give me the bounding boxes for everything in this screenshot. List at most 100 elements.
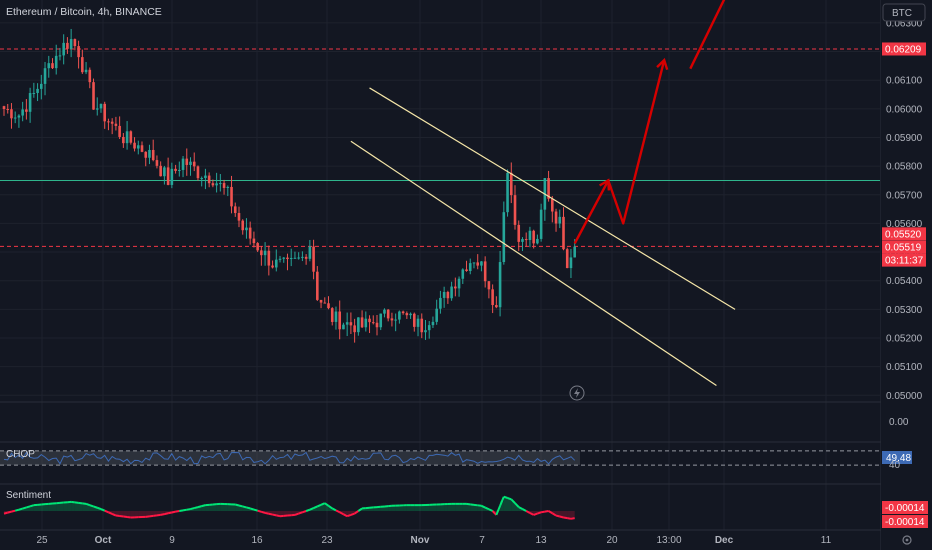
candle-body bbox=[263, 250, 267, 256]
candle bbox=[230, 175, 233, 214]
sentiment-fill bbox=[93, 507, 98, 511]
candle bbox=[304, 254, 308, 265]
candle bbox=[51, 58, 54, 70]
candle bbox=[32, 82, 36, 98]
candle bbox=[122, 133, 125, 148]
sentiment-line bbox=[104, 509, 109, 514]
candle bbox=[69, 28, 73, 58]
candle-body bbox=[69, 39, 73, 49]
candle bbox=[498, 250, 502, 317]
sentiment-fill bbox=[559, 511, 564, 518]
projection-arrows[interactable] bbox=[573, 0, 758, 245]
candle-body bbox=[371, 322, 375, 324]
candle-body bbox=[383, 309, 386, 314]
time-label: Dec bbox=[715, 535, 734, 546]
candle-body bbox=[17, 115, 21, 118]
candle-body bbox=[338, 311, 341, 330]
sentiment-line bbox=[22, 506, 27, 510]
sentiment-fill bbox=[59, 502, 64, 511]
candle-body bbox=[95, 108, 99, 110]
candle bbox=[222, 179, 226, 195]
candle bbox=[338, 300, 341, 340]
candle bbox=[252, 231, 256, 248]
candle bbox=[368, 315, 371, 334]
sentiment-line bbox=[268, 512, 273, 516]
candle-body bbox=[524, 239, 528, 241]
time-label: 11 bbox=[821, 535, 832, 546]
sentiment-line bbox=[272, 513, 277, 517]
sentiment-line bbox=[242, 505, 247, 509]
candle-body bbox=[58, 55, 62, 57]
sentiment-fill bbox=[473, 505, 478, 511]
candle-body bbox=[278, 258, 282, 260]
candle bbox=[297, 252, 300, 260]
candle bbox=[166, 157, 170, 186]
candle bbox=[174, 164, 177, 174]
sentiment-fill bbox=[567, 511, 571, 519]
candle-body bbox=[200, 178, 203, 180]
candle-body bbox=[21, 109, 24, 116]
candle bbox=[483, 256, 487, 288]
candle bbox=[371, 315, 375, 325]
sentiment-line bbox=[503, 495, 508, 499]
candle bbox=[386, 309, 390, 322]
sentiment-line bbox=[201, 504, 206, 508]
symbol-title[interactable]: Ethereum / Bitcoin, 4h, BINANCE bbox=[6, 6, 162, 18]
candle-body bbox=[10, 109, 13, 119]
channel-line bbox=[350, 140, 717, 387]
price-badge-label: 0.06209 bbox=[885, 44, 922, 55]
sentiment-fill bbox=[190, 508, 195, 511]
sentiment-line bbox=[540, 510, 546, 514]
sentiment-line bbox=[544, 510, 549, 513]
candle bbox=[81, 49, 84, 74]
candle bbox=[54, 44, 58, 75]
sentiment-line bbox=[182, 508, 187, 512]
candle-body bbox=[416, 318, 420, 327]
sentiment-fill bbox=[399, 505, 404, 511]
candle-body bbox=[92, 82, 95, 110]
candle bbox=[509, 162, 513, 204]
sentiment-fill bbox=[145, 511, 150, 517]
candle bbox=[446, 290, 450, 304]
time-label: 16 bbox=[251, 535, 263, 546]
sentiment-indicator bbox=[3, 495, 575, 520]
descending-channel[interactable] bbox=[350, 87, 736, 387]
sentiment-value-badge-2 bbox=[882, 515, 928, 528]
price-badge: 0.06209 bbox=[882, 42, 926, 56]
price-badge: 03:11:37 bbox=[882, 253, 926, 267]
candle-body bbox=[446, 291, 450, 299]
candle-body bbox=[513, 195, 517, 225]
candle-body bbox=[40, 83, 43, 89]
currency-button[interactable] bbox=[882, 3, 926, 22]
gear-icon[interactable] bbox=[902, 535, 912, 545]
sentiment-line bbox=[335, 509, 341, 514]
candle bbox=[342, 322, 345, 330]
sentiment-fill bbox=[447, 503, 452, 511]
sentiment-line bbox=[167, 511, 173, 515]
candle-body bbox=[330, 308, 334, 322]
candle-body bbox=[289, 258, 293, 260]
price-badge-bg bbox=[882, 227, 926, 241]
sentiment-line bbox=[313, 505, 318, 509]
sentiment-line bbox=[302, 510, 307, 514]
flash-icon[interactable] bbox=[569, 385, 585, 401]
candle bbox=[25, 99, 28, 120]
candle-body bbox=[409, 313, 412, 316]
sentiment-line bbox=[324, 502, 330, 507]
sentiment-fill bbox=[384, 506, 389, 511]
sentiment-line bbox=[108, 511, 113, 515]
sentiment-line bbox=[316, 503, 322, 508]
time-axis[interactable]: 25 Oct 9 16 23 Nov 7 13 20 13:00 Dec 11 bbox=[36, 535, 831, 546]
candle-body bbox=[204, 175, 207, 179]
sentiment-line bbox=[190, 507, 195, 511]
candle bbox=[551, 196, 554, 223]
price-badges: 0.06209 0.05520 0.05519 03:11:37 bbox=[882, 42, 926, 267]
time-label: 25 bbox=[36, 535, 48, 546]
candle bbox=[77, 40, 80, 69]
candle-body bbox=[327, 303, 330, 309]
sentiment-fill bbox=[317, 505, 322, 511]
sentiment-line bbox=[249, 507, 255, 511]
candle bbox=[405, 311, 409, 319]
sentiment-fill bbox=[432, 504, 437, 511]
